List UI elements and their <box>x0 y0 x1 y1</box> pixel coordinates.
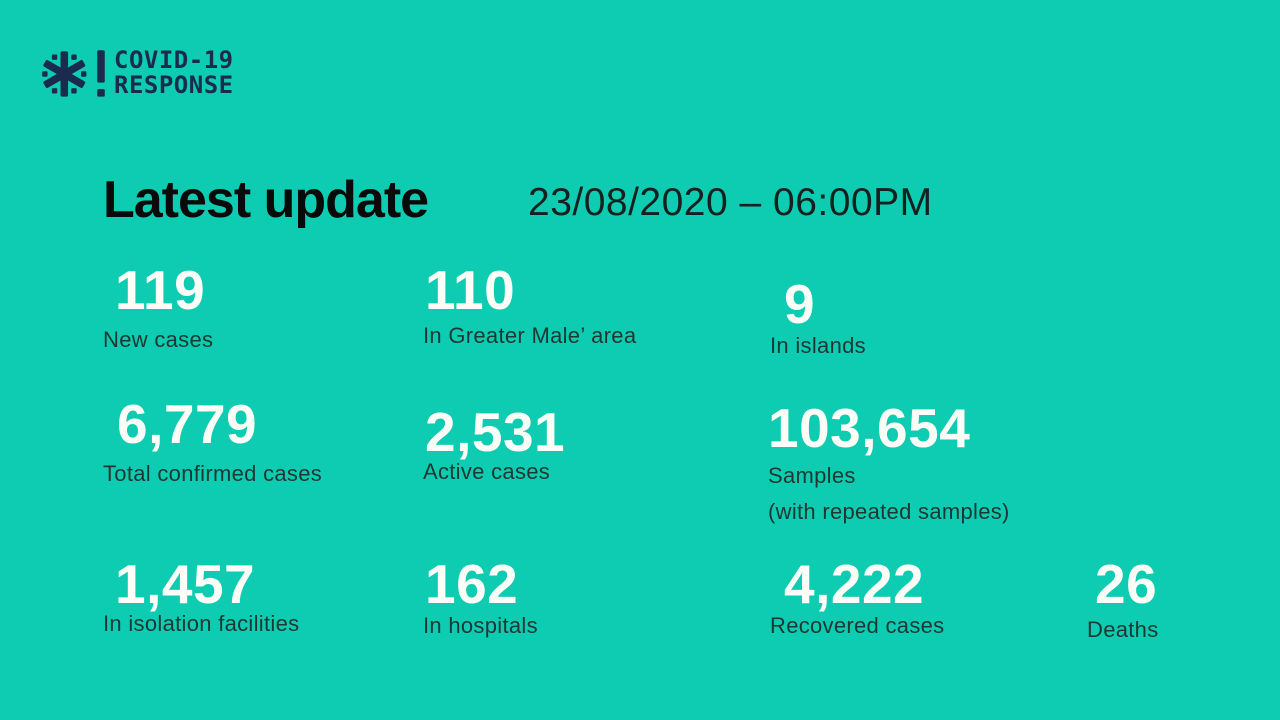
stat-value: 9 <box>784 273 816 335</box>
logo-line1: COVID-19 <box>114 46 234 74</box>
stat-value: 110 <box>425 259 516 321</box>
stat-in-hospitals: 162 In hospitals <box>423 556 538 638</box>
stat-recovered-cases: 4,222 Recovered cases <box>770 556 944 638</box>
stat-label: In isolation facilities <box>103 611 300 636</box>
stat-total-confirmed-cases: 6,779 Total confirmed cases <box>103 396 322 486</box>
stat-value: 162 <box>425 553 519 615</box>
stat-new-cases: 119 New cases <box>103 262 213 352</box>
stat-label: New cases <box>103 327 214 352</box>
stat-value: 26 <box>1095 553 1158 615</box>
logo: COVID-19 RESPONSE <box>40 44 234 104</box>
update-datetime: 23/08/2020 – 06:00PM <box>528 181 933 224</box>
stat-active-cases: 2,531 Active cases <box>423 404 565 484</box>
stat-value: 2,531 <box>425 401 566 463</box>
stat-value: 103,654 <box>768 397 971 459</box>
stat-value: 6,779 <box>117 393 258 455</box>
stat-label: In islands <box>770 333 866 358</box>
stat-in-isolation-facilities: 1,457 In isolation facilities <box>103 556 299 636</box>
stat-label: Recovered cases <box>770 613 945 638</box>
stat-in-islands: 9 In islands <box>770 276 866 358</box>
logo-text: COVID-19 RESPONSE <box>114 48 234 98</box>
stat-value: 1,457 <box>115 553 256 615</box>
stat-value: 4,222 <box>784 553 925 615</box>
stat-value: 119 <box>115 259 206 321</box>
logo-line2: RESPONSE <box>114 71 234 99</box>
stat-label: In hospitals <box>423 613 538 638</box>
stat-label: Samples <box>768 463 856 488</box>
page-title: Latest update <box>103 171 429 229</box>
stat-deaths: 26 Deaths <box>1087 556 1159 642</box>
stat-samples: 103,654 Samples (with repeated samples) <box>768 400 1010 524</box>
stat-greater-male-area: 110 In Greater Male’ area <box>423 262 636 348</box>
stat-label: Total confirmed cases <box>103 461 323 486</box>
stat-label: Active cases <box>423 459 551 484</box>
stat-sublabel: (with repeated samples) <box>768 499 1010 524</box>
stat-label: In Greater Male’ area <box>423 323 637 348</box>
virus-asterisk-exclamation-icon <box>42 50 105 97</box>
stat-label: Deaths <box>1087 617 1159 642</box>
